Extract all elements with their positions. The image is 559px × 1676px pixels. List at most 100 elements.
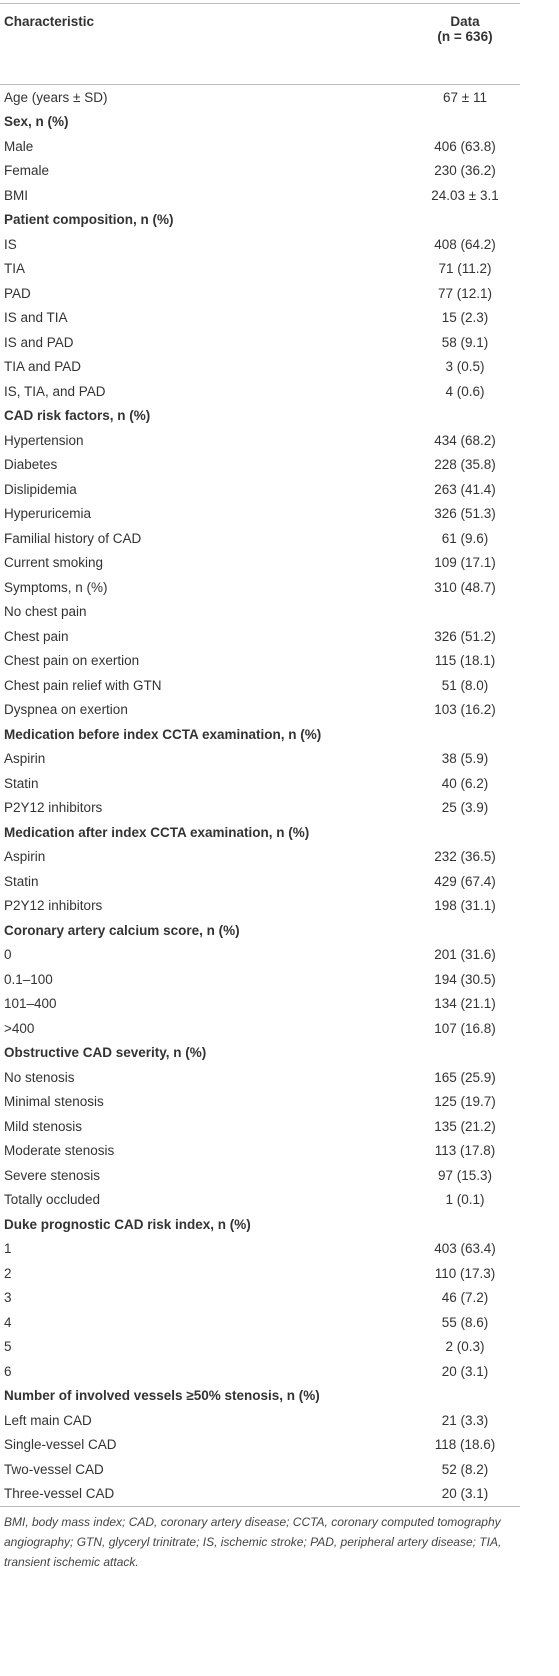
row-label: Medication after index CCTA examination,…: [4, 824, 310, 840]
row-value: 118 (18.6): [434, 1437, 496, 1453]
row-label: Aspirin: [4, 849, 46, 865]
row-label: Coronary artery calcium score, n (%): [4, 922, 240, 938]
data-row: Three-vessel CAD 20 (3.1): [0, 1481, 520, 1507]
characteristics-table: Characteristic Data (n = 636) Age (years …: [0, 3, 520, 1507]
row-value: 107 (16.8): [434, 1020, 496, 1036]
data-row: Minimal stenosis 125 (19.7): [0, 1090, 520, 1115]
section-row: Obstructive CAD severity, n (%): [0, 1041, 520, 1066]
header-text: Data: [450, 14, 480, 29]
row-label: Severe stenosis: [4, 1167, 101, 1183]
row-label: Hyperuricemia: [4, 506, 92, 522]
row-label: Chest pain relief with GTN: [4, 677, 162, 693]
empty-cell: [410, 1384, 520, 1409]
row-value: 429 (67.4): [434, 873, 496, 889]
row-value: 61 (9.6): [441, 530, 489, 546]
data-row: PAD 77 (12.1): [0, 281, 520, 306]
empty-cell: [410, 1041, 520, 1066]
row-value: 103 (16.2): [434, 702, 496, 718]
section-row: Duke prognostic CAD risk index, n (%): [0, 1212, 520, 1237]
data-row: Male 406 (63.8): [0, 134, 520, 159]
row-value: 201 (31.6): [434, 947, 496, 963]
row-value: 310 (48.7): [434, 579, 496, 595]
row-label: PAD: [4, 285, 31, 301]
row-value: 198 (31.1): [434, 898, 496, 914]
row-label: P2Y12 inhibitors: [4, 800, 103, 816]
data-row: Familial history of CAD 61 (9.6): [0, 526, 520, 551]
row-value: 406 (63.8): [434, 138, 496, 154]
row-label: BMI: [4, 187, 29, 203]
row-label: Familial history of CAD: [4, 530, 142, 546]
section-row: Number of involved vessels ≥50% stenosis…: [0, 1384, 520, 1409]
row-label: 2: [4, 1265, 12, 1281]
row-value: 40 (6.2): [441, 775, 489, 791]
data-row: 0.1–100 194 (30.5): [0, 967, 520, 992]
row-label: TIA: [4, 261, 26, 277]
empty-cell: [410, 404, 520, 429]
data-row: Statin 429 (67.4): [0, 869, 520, 894]
empty-cell: [410, 918, 520, 943]
data-row: Diabetes 228 (35.8): [0, 453, 520, 478]
row-value: 15 (2.3): [441, 310, 489, 326]
row-label: Obstructive CAD severity, n (%): [4, 1045, 207, 1061]
row-label: Statin: [4, 775, 39, 791]
data-row: Moderate stenosis 113 (17.8): [0, 1139, 520, 1164]
row-label: 0.1–100: [4, 971, 53, 987]
row-value: 109 (17.1): [434, 555, 496, 571]
data-row: TIA 71 (11.2): [0, 257, 520, 282]
data-row: Female 230 (36.2): [0, 159, 520, 184]
row-value: 51 (8.0): [441, 677, 489, 693]
data-row: Statin 40 (6.2): [0, 771, 520, 796]
row-value: 263 (41.4): [434, 481, 496, 497]
row-value: 194 (30.5): [434, 971, 496, 987]
data-row: Left main CAD 21 (3.3): [0, 1408, 520, 1433]
row-label: Medication before index CCTA examination…: [4, 726, 322, 742]
section-row: Sex, n (%): [0, 110, 520, 135]
row-value: 403 (63.4): [434, 1241, 496, 1257]
data-row: 101–400 134 (21.1): [0, 992, 520, 1017]
data-row: BMI 24.03 ± 3.1: [0, 183, 520, 208]
row-label: Diabetes: [4, 457, 58, 473]
row-value: 67 ± 11: [443, 89, 487, 105]
data-row: No chest pain: [0, 600, 520, 625]
data-row: IS and TIA 15 (2.3): [0, 306, 520, 331]
row-value: 3 (0.5): [445, 359, 485, 375]
data-row: Severe stenosis 97 (15.3): [0, 1163, 520, 1188]
header-cell: Characteristic: [0, 3, 410, 85]
data-row: 4 55 (8.6): [0, 1310, 520, 1335]
row-value: 135 (21.2): [434, 1118, 496, 1134]
row-value: 134 (21.1): [434, 996, 496, 1012]
data-row: P2Y12 inhibitors 25 (3.9): [0, 796, 520, 821]
row-value: 52 (8.2): [441, 1461, 489, 1477]
row-value: 125 (19.7): [434, 1094, 496, 1110]
data-row: No stenosis 165 (25.9): [0, 1065, 520, 1090]
row-value: 110 (17.3): [434, 1265, 496, 1281]
data-row: Dyspnea on exertion 103 (16.2): [0, 698, 520, 723]
data-row: Aspirin 38 (5.9): [0, 747, 520, 772]
section-row: Medication after index CCTA examination,…: [0, 820, 520, 845]
row-value: 46 (7.2): [441, 1290, 489, 1306]
row-label: Dislipidemia: [4, 481, 77, 497]
row-value: 4 (0.6): [445, 383, 485, 399]
data-row: Totally occluded 1 (0.1): [0, 1188, 520, 1213]
empty-cell: [410, 1212, 520, 1237]
data-row: 5 2 (0.3): [0, 1335, 520, 1360]
data-row: Current smoking 109 (17.1): [0, 551, 520, 576]
row-label: 0: [4, 947, 12, 963]
row-value: 24.03 ± 3.1: [431, 187, 499, 203]
empty-cell: [410, 110, 520, 135]
row-value: 2 (0.3): [445, 1339, 485, 1355]
data-row: TIA and PAD 3 (0.5): [0, 355, 520, 380]
row-label: Current smoking: [4, 555, 104, 571]
row-label: Single-vessel CAD: [4, 1437, 117, 1453]
row-label: 101–400: [4, 996, 57, 1012]
data-row: 1 403 (63.4): [0, 1237, 520, 1262]
row-value: 326 (51.3): [434, 506, 496, 522]
row-label: Statin: [4, 873, 39, 889]
row-label: Dyspnea on exertion: [4, 702, 128, 718]
data-row: Symptoms, n (%) 310 (48.7): [0, 575, 520, 600]
header-note: (n = 636): [437, 29, 493, 44]
row-value: 97 (15.3): [437, 1167, 493, 1183]
section-row: Patient composition, n (%): [0, 208, 520, 233]
data-row: 3 46 (7.2): [0, 1286, 520, 1311]
row-label: 3: [4, 1290, 12, 1306]
